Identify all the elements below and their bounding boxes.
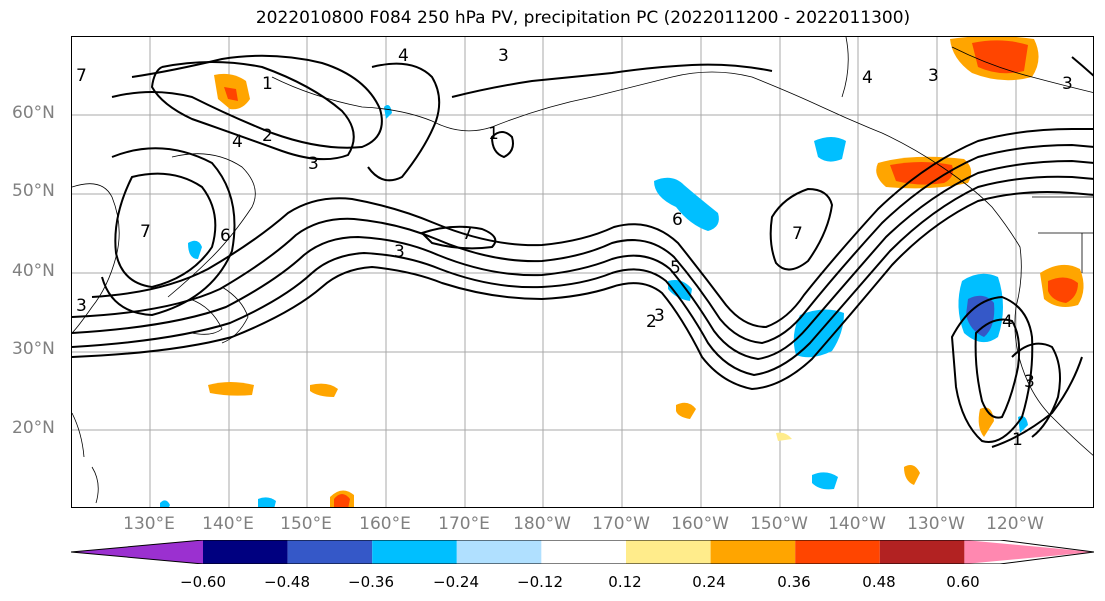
pv-contours: [72, 54, 1093, 448]
contour-label: 1: [262, 74, 273, 94]
precip-positive-small5: [904, 465, 920, 485]
contour-label: 7: [792, 224, 803, 244]
contour-label: 3: [76, 296, 87, 316]
lon-label-170w: 170°W: [592, 514, 650, 534]
contour-label: 1: [1012, 430, 1023, 450]
colorbar-segment: [71, 540, 203, 564]
colorbar-segment: [203, 540, 288, 564]
lon-label-120w: 120°W: [986, 514, 1044, 534]
precip-negative-small3: [160, 500, 170, 507]
graticule: [72, 37, 1093, 507]
lat-label-60n: 60°N: [12, 103, 55, 123]
lon-label-130e: 130°E: [123, 514, 175, 534]
contour-label: 4: [1002, 312, 1013, 332]
lat-label-30n: 30°N: [12, 339, 55, 359]
contour-label: 3: [1062, 74, 1073, 94]
colorbar-tick: −0.60: [180, 573, 226, 591]
contour-label: 4: [232, 132, 243, 152]
colorbar-segment: [287, 540, 373, 564]
contour-label: 3: [928, 66, 939, 86]
colorbar: [70, 539, 1095, 568]
colorbar-tick: 0.24: [692, 573, 726, 591]
precip-positive-small4: [776, 432, 792, 441]
lon-label-170e: 170°E: [438, 514, 490, 534]
lon-label-150e: 150°E: [280, 514, 332, 534]
map-panel: 1 2 3 3 4 4 7 3 6 5 2 3 7 4 3 3 1 7 6 3 …: [71, 36, 1094, 508]
contour-label: 1: [488, 124, 499, 144]
contour-label: 7: [462, 224, 473, 244]
map-title: 2022010800 F084 250 hPa PV, precipitatio…: [255, 8, 911, 28]
colorbar-segment: [626, 540, 711, 564]
precip-negative-sea: [668, 280, 692, 301]
precip-negative-gulf: [654, 177, 719, 231]
contour-label: 7: [76, 66, 87, 86]
colorbar-tick: 0.48: [862, 573, 896, 591]
colorbar-segment: [456, 540, 542, 564]
colorbar-tick: −0.12: [517, 573, 563, 591]
colorbar-segment: [795, 540, 880, 564]
colorbar-tick: 0.12: [608, 573, 642, 591]
colorbar-tick: −0.24: [433, 573, 479, 591]
contour-label: 6: [220, 226, 231, 246]
lat-label-20n: 20°N: [12, 418, 55, 438]
lat-label-40n: 40°N: [12, 261, 55, 281]
colorbar-tick: 0.60: [946, 573, 980, 591]
lon-label-140w: 140°W: [828, 514, 886, 534]
contour-label: 3: [308, 154, 319, 174]
lon-label-160w: 160°W: [671, 514, 729, 534]
colorbar-segment: [372, 540, 457, 564]
contour-labels: 1 2 3 3 4 4 7 3 6 5 2 3 7 4 3 3 1 7 6 3 …: [76, 46, 1073, 450]
contour-label: 3: [498, 46, 509, 66]
precip-negative-small1: [812, 472, 838, 490]
colorbar-tick: −0.36: [348, 573, 394, 591]
contour-label: 4: [398, 46, 409, 66]
colorbar-segment: [879, 540, 965, 564]
coastlines: [72, 37, 1093, 504]
colorbar-tick: −0.48: [264, 573, 310, 591]
lon-label-140e: 140°E: [202, 514, 254, 534]
contour-label: 7: [140, 222, 151, 242]
colorbar-tick: 0.36: [777, 573, 811, 591]
precip-negative-japan: [188, 240, 202, 259]
contour-label: 4: [862, 68, 873, 88]
precip-positive-small1: [208, 382, 254, 396]
colorbar-segment: [964, 540, 1094, 564]
precip-negative-small4: [384, 105, 392, 119]
lat-label-50n: 50°N: [12, 181, 55, 201]
precip-positive-small3: [676, 402, 696, 419]
precip-negative-small2: [258, 497, 276, 507]
lon-label-160e: 160°E: [359, 514, 411, 534]
contour-label: 2: [646, 312, 657, 332]
precip-positive-small2: [310, 383, 338, 397]
lon-label-180w: 180°W: [513, 514, 571, 534]
contour-label: 2: [262, 126, 273, 146]
precip-negative-gulf2: [814, 137, 846, 162]
lon-label-150w: 150°W: [750, 514, 808, 534]
colorbar-segment: [710, 540, 796, 564]
contour-label: 3: [1024, 372, 1035, 392]
contour-label: 3: [654, 306, 665, 326]
contour-label: 5: [670, 258, 681, 278]
colorbar-segment: [541, 540, 626, 564]
contour-label: 3: [394, 242, 405, 262]
precip-shading: [160, 37, 1084, 507]
contour-label: 6: [672, 210, 683, 230]
lon-label-130w: 130°W: [907, 514, 965, 534]
precip-positive-small7: [978, 407, 994, 437]
